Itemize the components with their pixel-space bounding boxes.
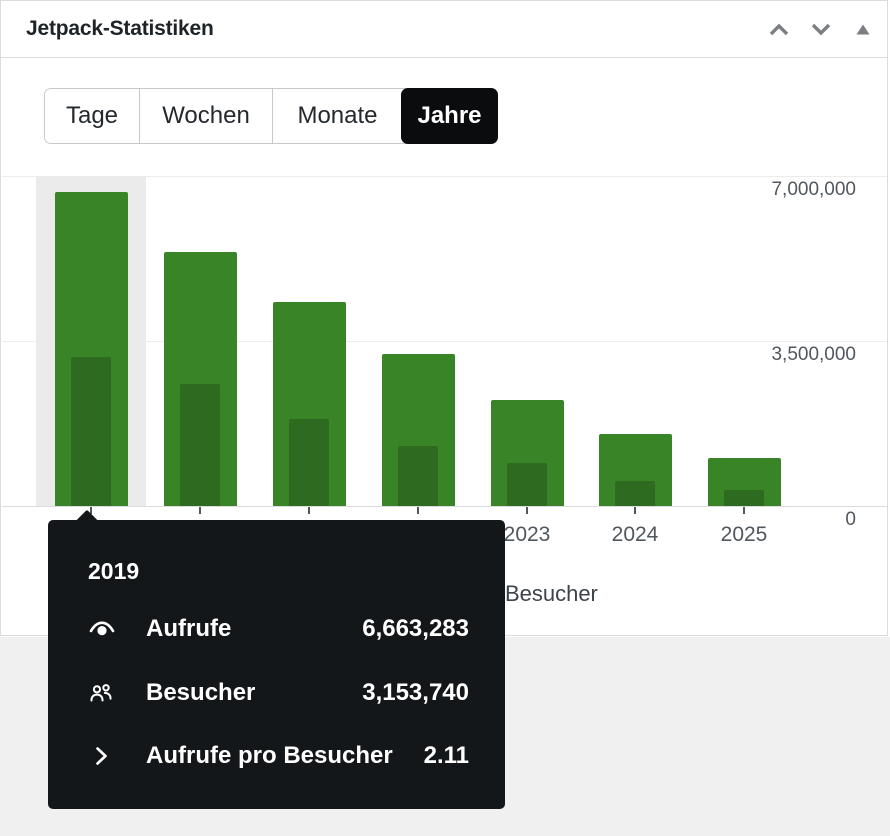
x-tick-2024 [634, 507, 636, 514]
tooltip-metric-value: 2.11 [423, 742, 469, 769]
tooltip-metric-label: Aufrufe [146, 615, 232, 642]
x-axis-label-2025: 2025 [720, 523, 768, 546]
tooltip-metric-label: Besucher [146, 679, 256, 706]
collapse-button[interactable] [851, 18, 875, 42]
gridline-7,000,000 [2, 176, 887, 177]
y-axis-label: 3,500,000 [771, 344, 856, 365]
tab-monate[interactable]: Monate [272, 89, 402, 143]
tooltip-row-3: Aufrufe pro Besucher 2.11 [88, 741, 469, 771]
visitors-bar-2021[interactable] [289, 419, 329, 506]
x-axis-label-2024: 2024 [611, 523, 659, 546]
x-tick-2019 [90, 507, 92, 514]
tooltip-title: 2019 [88, 558, 140, 584]
legend-label: Besucher [504, 581, 598, 606]
tooltip-row-2: Besucher 3,153,740 [88, 678, 469, 708]
widget-header: Jetpack-Statistiken [1, 1, 887, 58]
visitors-bar-2024[interactable] [615, 481, 655, 506]
eye-icon [88, 616, 118, 642]
tooltip-metric-value: 3,153,740 [362, 679, 469, 706]
people-icon [88, 680, 118, 706]
x-tick-2021 [308, 507, 310, 514]
tooltip-row-1: Aufrufe 6,663,283 [88, 614, 469, 644]
chevron-up-icon [769, 23, 789, 36]
visitors-bar-2022[interactable] [398, 446, 438, 506]
move-up-button[interactable] [767, 18, 791, 42]
visitors-bar-2019[interactable] [71, 357, 111, 506]
move-down-button[interactable] [809, 18, 833, 42]
widget-title: Jetpack-Statistiken [26, 17, 214, 40]
tooltip-metric-value: 6,663,283 [362, 615, 469, 642]
chart-tooltip: 2019 Aufrufe 6,663,283 Besucher 3,153,740 Au… [48, 509, 505, 809]
gridline-3,500,000 [2, 341, 887, 342]
widget-header-controls [767, 1, 875, 58]
x-tick-2023 [526, 507, 528, 514]
y-axis-label: 7,000,000 [771, 179, 856, 200]
visitors-bar-2025[interactable] [724, 490, 764, 506]
x-axis-line [2, 506, 887, 507]
x-tick-2022 [417, 507, 419, 514]
x-tick-2025 [743, 507, 745, 514]
tooltip-metric-label: Aufrufe pro Besucher [146, 742, 393, 769]
tab-tage[interactable]: Tage [45, 89, 139, 143]
tab-jahre[interactable]: Jahre [401, 88, 498, 144]
chevron-down-icon [811, 23, 831, 36]
x-tick-2020 [199, 507, 201, 514]
visitors-bar-2020[interactable] [180, 384, 220, 506]
tab-wochen[interactable]: Wochen [139, 89, 272, 143]
x-axis-label-2023: 2023 [503, 523, 551, 546]
y-axis-label: 0 [845, 509, 856, 530]
visitors-bar-2023[interactable] [507, 463, 547, 506]
period-tabs: Tage Wochen Monate Jahre [44, 88, 498, 144]
triangle-up-icon [856, 24, 870, 35]
chevron-right-icon [88, 743, 118, 769]
